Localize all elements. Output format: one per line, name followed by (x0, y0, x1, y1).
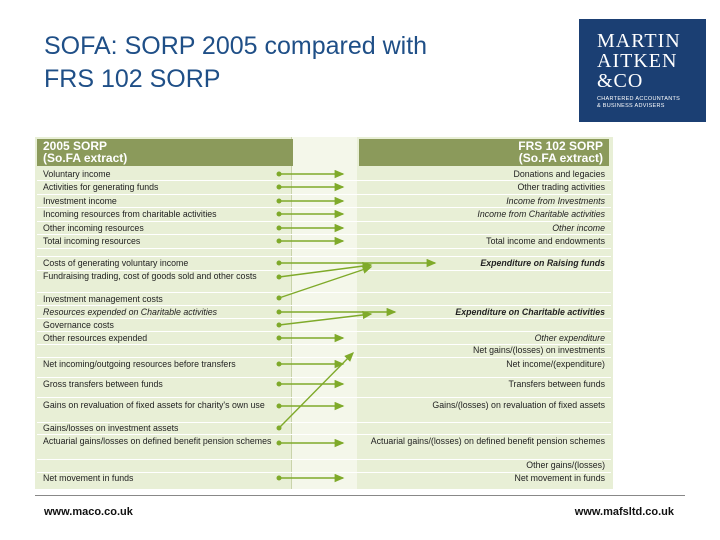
right-row-income-charitable: Income from Charitable activities (477, 209, 605, 219)
left-row-total-incoming: Total incoming resources (43, 236, 141, 246)
right-row-actuarial: Actuarial gains/(losses) on defined bene… (370, 436, 605, 446)
page-title: SOFA: SORP 2005 compared with FRS 102 SO… (44, 30, 544, 96)
left-row-activities-generating-funds: Activities for generating funds (43, 182, 159, 192)
logo-line-2: AITKEN (597, 50, 678, 72)
left-row-gains-investment: Gains/losses on investment assets (43, 423, 179, 433)
right-row-income-investments: Income from Investments (506, 196, 605, 206)
right-row-other-expenditure: Other expenditure (534, 333, 605, 343)
mapping-arrows (276, 169, 437, 483)
right-row-transfers: Transfers between funds (508, 379, 606, 389)
left-row-resources-charitable: Resources expended on Charitable activit… (43, 307, 218, 317)
left-row-incoming-charitable: Incoming resources from charitable activ… (43, 209, 217, 219)
left-row-other-resources: Other resources expended (43, 333, 148, 343)
right-column-band (357, 137, 613, 489)
right-row-other-gains: Other gains/(losses) (526, 460, 605, 470)
right-row-other-trading: Other trading activities (517, 182, 605, 192)
right-row-net-movement: Net movement in funds (514, 473, 605, 483)
footer-left-url[interactable]: www.maco.co.uk (44, 506, 133, 518)
footer-divider (35, 495, 685, 496)
right-row-net-gains-investments: Net gains/(losses) on investments (472, 345, 605, 355)
company-logo: MARTIN AITKEN &CO CHARTERED ACCOUNTANTS … (579, 19, 706, 122)
page-title-line-2: FRS 102 SORP (44, 65, 221, 93)
left-row-governance: Governance costs (43, 320, 114, 330)
right-header: FRS 102 SORP (So.FA extract) (359, 139, 609, 166)
logo-line-5: & BUSINESS ADVISERS (597, 103, 665, 109)
right-row-expenditure-charitable: Expenditure on Charitable activities (455, 307, 605, 317)
left-row-net-movement: Net movement in funds (43, 473, 134, 483)
arrow-investment-mgmt-to-raising (278, 265, 373, 299)
left-row-investment-income: Investment income (43, 196, 117, 206)
left-row-investment-management: Investment management costs (43, 294, 163, 304)
left-row-gains-revaluation: Gains on revaluation of fixed assets for… (43, 400, 265, 410)
footer-right-url[interactable]: www.mafsltd.co.uk (574, 506, 674, 518)
logo-line-1: MARTIN (597, 30, 681, 52)
right-row-net-income: Net income/(expenditure) (506, 359, 605, 369)
middle-column-band (291, 137, 359, 489)
left-header-line-2: (So.FA extract) (43, 151, 128, 165)
right-row-donations: Donations and legacies (513, 169, 605, 179)
left-row-actuarial: Actuarial gains/losses on defined benefi… (43, 436, 272, 446)
arrow-governance-to-charitable (278, 310, 373, 326)
right-header-line-1: FRS 102 SORP (518, 139, 603, 153)
left-header-line-1: 2005 SORP (43, 139, 108, 153)
right-row-expenditure-raising: Expenditure on Raising funds (480, 258, 605, 268)
page-title-line-1: SOFA: SORP 2005 compared with (44, 32, 428, 60)
left-header: 2005 SORP (So.FA extract) (37, 139, 293, 166)
left-row-costs-voluntary: Costs of generating voluntary income (43, 258, 189, 268)
sofa-comparison-diagram: 2005 SORP (So.FA extract) FRS 102 SORP (… (35, 137, 613, 489)
logo-line-3: &CO (597, 70, 644, 92)
arrow-fundraising-to-raising (278, 261, 373, 278)
right-row-gains-revaluation: Gains/(losses) on revaluation of fixed a… (432, 400, 605, 410)
right-row-total-income: Total income and endowments (486, 236, 605, 246)
right-row-other-income: Other income (552, 223, 605, 233)
left-row-other-incoming: Other incoming resources (43, 223, 144, 233)
left-row-fundraising-trading: Fundraising trading, cost of goods sold … (43, 271, 257, 281)
left-row-gross-transfers: Gross transfers between funds (43, 379, 163, 389)
left-row-voluntary-income: Voluntary income (43, 169, 111, 179)
left-row-net-incoming-outgoing: Net incoming/outgoing resources before t… (43, 359, 236, 369)
right-header-line-2: (So.FA extract) (518, 151, 603, 165)
logo-line-4: CHARTERED ACCOUNTANTS (597, 96, 681, 102)
arrow-gains-investment (278, 352, 354, 429)
left-column-band (35, 137, 291, 489)
